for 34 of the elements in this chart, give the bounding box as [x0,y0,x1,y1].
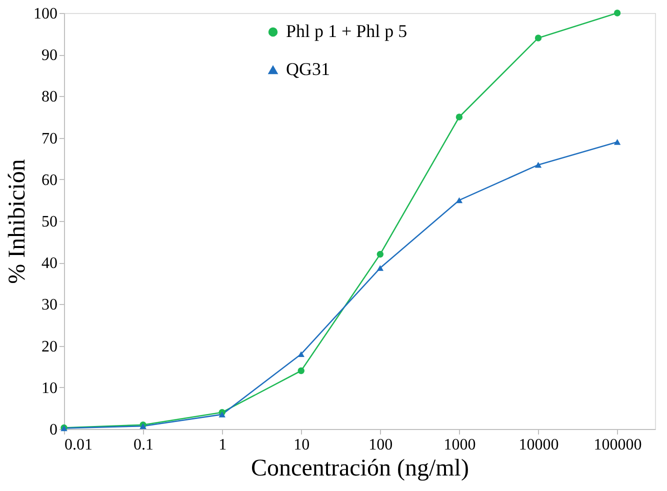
x-tick-label: 10 [294,436,310,454]
point [534,34,542,42]
point [614,10,621,16]
x-axis-title: Concentración (ng/ml) [251,456,469,482]
y-tick-label: 70 [42,130,58,148]
y-axis-title: % Inhibición [4,159,30,284]
point [456,114,463,120]
y-tick-label: 20 [42,338,58,356]
y-tick-label: 100 [34,6,58,22]
y-tick-label: 60 [42,172,58,189]
y-tick-label: 80 [42,88,58,106]
y-tick-label: 0 [50,422,58,438]
point [218,412,226,418]
x-tick-label: 1 [218,436,227,454]
point [534,162,542,168]
x-tick-label: 10000 [518,436,559,454]
point [298,367,304,374]
point [376,250,384,258]
legend-label: Phl p 1 + Phl p 5 [286,21,408,41]
x-tick-label: 0.01 [64,436,92,454]
x-tick-label: 100 [368,436,393,454]
y-tick-label: 40 [42,255,58,272]
y-tick-label: 30 [42,296,58,314]
point [456,197,463,204]
y-tick-label: 50 [42,214,58,230]
x-tick-label: 0.1 [134,436,154,454]
y-tick-label: 90 [42,47,58,64]
legend-label: QG31 [286,59,330,79]
x-tick-label: 1000 [444,436,476,454]
y-tick-label: 10 [42,380,58,397]
point [298,351,304,358]
x-tick-label: 100000 [594,436,642,454]
point [614,139,621,145]
point [376,265,384,271]
